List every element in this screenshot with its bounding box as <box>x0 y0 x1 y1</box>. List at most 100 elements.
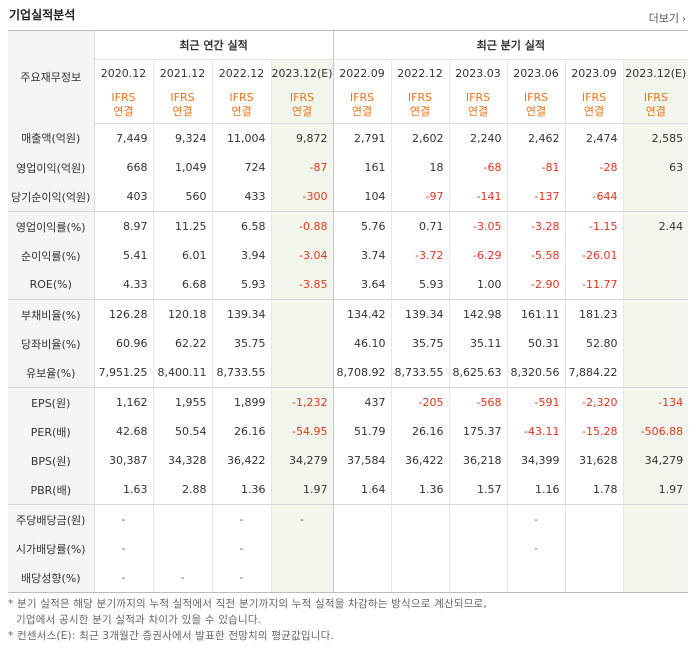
table-cell: -134 <box>623 387 689 417</box>
ifrs-standard: IFRS <box>407 90 433 104</box>
section-title: 기업실적분석 <box>9 8 76 22</box>
table-cell: 724 <box>212 153 272 182</box>
more-link[interactable]: 더보기 › <box>649 10 686 26</box>
table-cell <box>333 563 392 593</box>
table-cell: 1.63 <box>94 475 154 505</box>
table-cell: 50.31 <box>507 329 566 358</box>
table-row: 당좌비율(%) 60.96 62.22 35.75 46.10 35.75 35.11 50.… <box>8 329 689 358</box>
ifrs-standard: IFRS <box>349 90 375 104</box>
period-header: 2023.06 <box>507 59 566 86</box>
table-row: 영업이익률(%) 8.97 11.25 6.58 -0.88 5.76 0.71 -3.05-… <box>8 211 689 241</box>
table-cell: -6.29 <box>449 241 508 270</box>
table-cell: 1,162 <box>94 387 154 417</box>
row-label: 부채비율(%) <box>8 299 95 329</box>
table-row: ROE(%) 4.33 6.68 5.93 -3.85 3.64 5.93 1.00 -2.90… <box>8 270 689 300</box>
table-cell: 2,474 <box>565 123 624 153</box>
table-cell: -15.28 <box>565 417 624 446</box>
table-cell: 63 <box>623 153 689 182</box>
table-cell: 175.37 <box>449 417 508 446</box>
table-cell: 3.74 <box>333 241 392 270</box>
period-header: 2022.09 <box>333 59 392 86</box>
table-cell: 8,708.92 <box>333 358 392 388</box>
table-cell: 6.58 <box>212 211 272 241</box>
table-cell: - <box>507 504 566 534</box>
table-cell: -87 <box>271 153 334 182</box>
period-header: 2023.03 <box>449 59 508 86</box>
table-cell <box>391 563 450 593</box>
table-cell: 1,899 <box>212 387 272 417</box>
ifrs-label: IFRS 연결 <box>507 86 566 124</box>
period-header: 2022.12 <box>212 59 272 86</box>
table-cell: -5.58 <box>507 241 566 270</box>
table-cell: 7,884.22 <box>565 358 624 388</box>
ifrs-label: IFRS 연결 <box>565 86 624 124</box>
table-cell: 1.57 <box>449 475 508 505</box>
row-label: PER(배) <box>8 417 95 446</box>
table-cell <box>271 534 334 563</box>
table-cell <box>623 504 689 534</box>
table-cell <box>623 182 689 212</box>
table-cell: - <box>94 504 154 534</box>
table-cell: 668 <box>94 153 154 182</box>
table-cell: - <box>212 504 272 534</box>
row-label: 매출액(억원) <box>8 123 95 153</box>
table-cell: 26.16 <box>391 417 450 446</box>
table-cell: - <box>271 504 334 534</box>
table-cell: -591 <box>507 387 566 417</box>
table-cell: 3.64 <box>333 270 392 300</box>
table-cell: 34,279 <box>623 446 689 475</box>
table-cell: - <box>212 534 272 563</box>
table-cell: - <box>153 563 213 593</box>
table-cell: 1.97 <box>623 475 689 505</box>
chevron-right-icon: › <box>682 14 686 25</box>
table-cell: -1,232 <box>271 387 334 417</box>
period-header: 2022.12 <box>391 59 450 86</box>
table-cell: -11.77 <box>565 270 624 300</box>
table-cell: 120.18 <box>153 299 213 329</box>
table-cell <box>153 504 213 534</box>
table-cell: 37,584 <box>333 446 392 475</box>
table-cell: 7,951.25 <box>94 358 154 388</box>
ifrs-consolidated: 연결 <box>645 104 666 118</box>
table-cell: 36,422 <box>391 446 450 475</box>
table-cell <box>333 504 392 534</box>
ifrs-consolidated: 연결 <box>291 104 313 118</box>
table-cell: 60.96 <box>94 329 154 358</box>
table-cell: 142.98 <box>449 299 508 329</box>
table-cell: -0.88 <box>271 211 334 241</box>
table-cell <box>449 563 508 593</box>
table-cell: 139.34 <box>391 299 450 329</box>
row-label: 유보율(%) <box>8 358 95 388</box>
table-cell: 36,218 <box>449 446 508 475</box>
table-cell: 52.80 <box>565 329 624 358</box>
table-cell: -300 <box>271 182 334 212</box>
corner-label: 주요재무정보 <box>8 30 95 124</box>
table-cell: -54.95 <box>271 417 334 446</box>
row-label: 당좌비율(%) <box>8 329 95 358</box>
table-cell <box>565 534 624 563</box>
table-cell <box>623 563 689 593</box>
table-row: EPS(원) 1,162 1,955 1,899 -1,232 437 -205 -568 -5… <box>8 387 689 417</box>
ifrs-standard: IFRS <box>289 90 315 104</box>
period-header: 2023.09 <box>565 59 624 86</box>
ifrs-standard: IFRS <box>170 90 195 104</box>
table-cell: 104 <box>333 182 392 212</box>
table-cell: 181.23 <box>565 299 624 329</box>
table-cell: 8,733.55 <box>391 358 450 388</box>
table-cell: 8.97 <box>94 211 154 241</box>
table-cell: -644 <box>565 182 624 212</box>
table-cell: 4.33 <box>94 270 154 300</box>
table-cell: 0.71 <box>391 211 450 241</box>
row-label: ROE(%) <box>8 270 95 300</box>
table-cell <box>271 563 334 593</box>
table-cell: -68 <box>449 153 508 182</box>
table-cell: 50.54 <box>153 417 213 446</box>
table-cell: 8,733.55 <box>212 358 272 388</box>
ifrs-label: IFRS 연결 <box>449 86 508 124</box>
table-cell: 5.41 <box>94 241 154 270</box>
ifrs-consolidated: 연결 <box>467 104 489 118</box>
table-cell: 6.01 <box>153 241 213 270</box>
table-cell <box>271 329 334 358</box>
table-cell: 7,449 <box>94 123 154 153</box>
